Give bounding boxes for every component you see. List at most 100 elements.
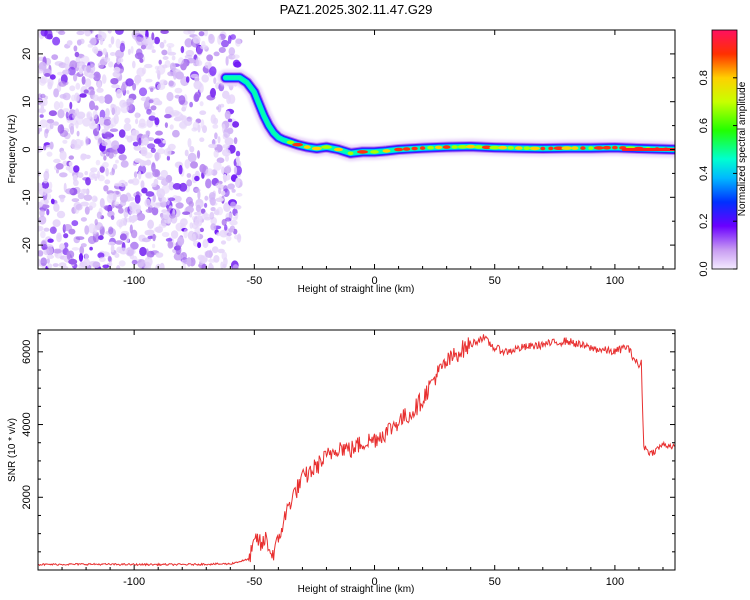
noise-blob (210, 87, 216, 98)
noise-blob (112, 163, 118, 170)
noise-blob (47, 263, 53, 269)
noise-blob (224, 137, 234, 146)
noise-blob (80, 55, 90, 64)
noise-blob (180, 218, 188, 227)
noise-blob (110, 117, 117, 127)
noise-blob (189, 146, 195, 153)
noise-blob (166, 146, 172, 157)
noise-blob (93, 227, 98, 234)
noise-blob (114, 182, 123, 187)
noise-blob (223, 173, 227, 183)
noise-blob (226, 232, 232, 237)
noise-blob (41, 181, 50, 189)
noise-blob (75, 120, 79, 129)
noise-blob (76, 30, 85, 36)
noise-blob (155, 252, 164, 258)
noise-blob (204, 202, 208, 208)
noise-blob (189, 101, 194, 108)
ridge-hotspot (303, 145, 311, 149)
noise-blob (165, 238, 173, 242)
noise-blob (38, 225, 44, 232)
noise-blob (75, 63, 84, 68)
noise-blob (211, 139, 217, 145)
noise-blob (48, 181, 53, 190)
noise-blob (80, 188, 87, 195)
noise-blob (79, 245, 85, 255)
noise-blob (197, 124, 201, 133)
noise-blob (133, 145, 142, 151)
colorbar-tick-label: 0.4 (698, 166, 710, 181)
noise-blob (52, 36, 61, 46)
noise-blob (126, 90, 130, 95)
noise-blob (234, 61, 242, 68)
noise-blob (62, 160, 68, 167)
noise-blob (115, 240, 123, 245)
noise-blob (49, 141, 54, 150)
noise-blob (151, 32, 155, 41)
noise-blob (84, 78, 92, 88)
noise-blob (79, 38, 85, 45)
noise-blob (109, 52, 116, 56)
x-tick-label: 0 (371, 275, 377, 287)
noise-blob (147, 143, 156, 149)
noise-blob (83, 89, 89, 94)
noise-blob (110, 244, 115, 253)
noise-blob (40, 30, 48, 37)
noise-blob (38, 250, 44, 257)
noise-blob (132, 60, 136, 69)
noise-blob (58, 30, 66, 35)
noise-blob (141, 36, 150, 44)
spectrogram-ridge (217, 69, 675, 162)
noise-blob (140, 146, 148, 157)
spectrogram-ticks (37, 29, 675, 270)
noise-blob (175, 202, 184, 209)
noise-blob (58, 62, 67, 69)
noise-blob (56, 210, 66, 219)
noise-blob (210, 223, 217, 231)
noise-blob (158, 223, 167, 229)
noise-blob (185, 76, 190, 83)
noise-blob (201, 74, 209, 83)
noise-blob (76, 130, 80, 137)
noise-blob (155, 100, 163, 106)
noise-blob (208, 33, 215, 44)
noise-blob (108, 61, 114, 68)
noise-blob (189, 222, 194, 229)
noise-blob (110, 78, 119, 85)
noise-blob (57, 71, 64, 76)
noise-blob (218, 187, 222, 195)
noise-blob (80, 201, 89, 207)
noise-blob (148, 115, 156, 121)
noise-blob (79, 93, 87, 98)
noise-blob (178, 121, 187, 129)
noise-blob (51, 54, 59, 60)
noise-blob (159, 79, 168, 85)
ridge-hotspot (457, 145, 468, 149)
y-tick-label: 0 (21, 146, 33, 152)
noise-blob (59, 150, 67, 161)
noise-blob (185, 49, 194, 57)
noise-blob (134, 52, 144, 60)
noise-blob (119, 99, 127, 108)
noise-blob (52, 263, 59, 268)
noise-blob (223, 128, 231, 138)
noise-blob (131, 214, 138, 222)
noise-blob (201, 213, 211, 220)
noise-blob (195, 204, 201, 213)
noise-blob (212, 124, 219, 129)
noise-blob (187, 138, 192, 148)
noise-blob (175, 245, 182, 255)
noise-blob (46, 151, 53, 157)
ridge-hotspot (451, 145, 458, 149)
noise-blob (115, 30, 124, 35)
snr-ticks (37, 330, 675, 571)
noise-blob (172, 70, 177, 80)
noise-blob (232, 264, 239, 269)
noise-blob (40, 257, 48, 267)
noise-blob (134, 194, 141, 204)
noise-blob (233, 234, 242, 240)
ridge-hotspot (489, 145, 501, 150)
noise-blob (206, 54, 214, 62)
noise-blob (221, 251, 228, 260)
